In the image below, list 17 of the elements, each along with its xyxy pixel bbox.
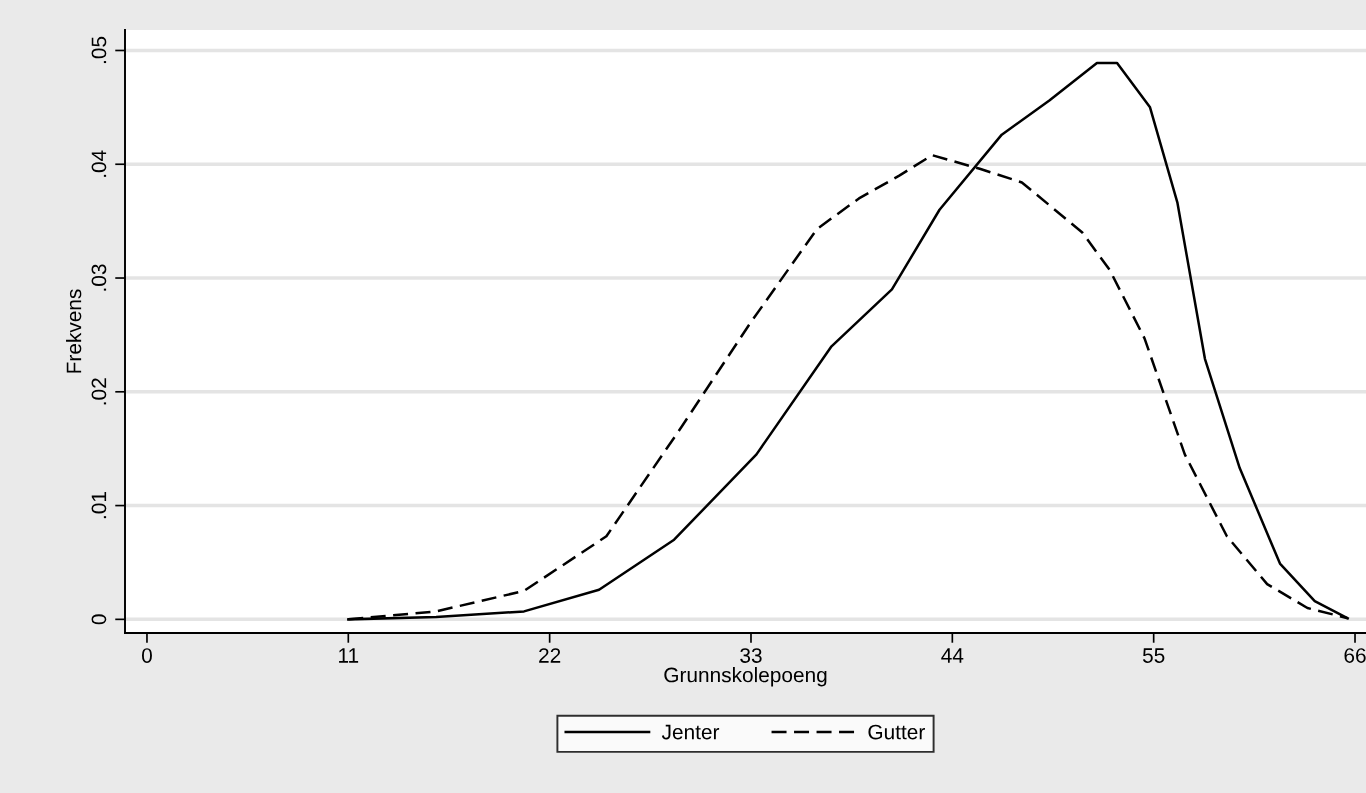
legend-label: Jenter [661,724,720,740]
y-tick-label: .03 [91,264,107,291]
y-tick-label: 0 [91,614,107,625]
y-axis-title: Frekvens [66,289,82,373]
y-tick-label: .02 [91,378,107,405]
x-tick-label: 66 [1344,648,1366,663]
y-tick-label: .01 [91,492,107,519]
y-tick-label: .05 [91,36,107,64]
legend-label: Gutter [868,724,925,740]
x-tick-label: 44 [941,648,964,663]
x-tick-label: 55 [1142,648,1165,663]
x-tick-label: 0 [141,648,152,663]
y-tick-label: .04 [91,150,107,177]
x-tick-label: 22 [539,648,561,663]
x-tick-label: 33 [740,648,762,663]
x-axis-title: Grunnskolepoeng [664,667,827,687]
x-tick-label: 11 [339,648,359,663]
